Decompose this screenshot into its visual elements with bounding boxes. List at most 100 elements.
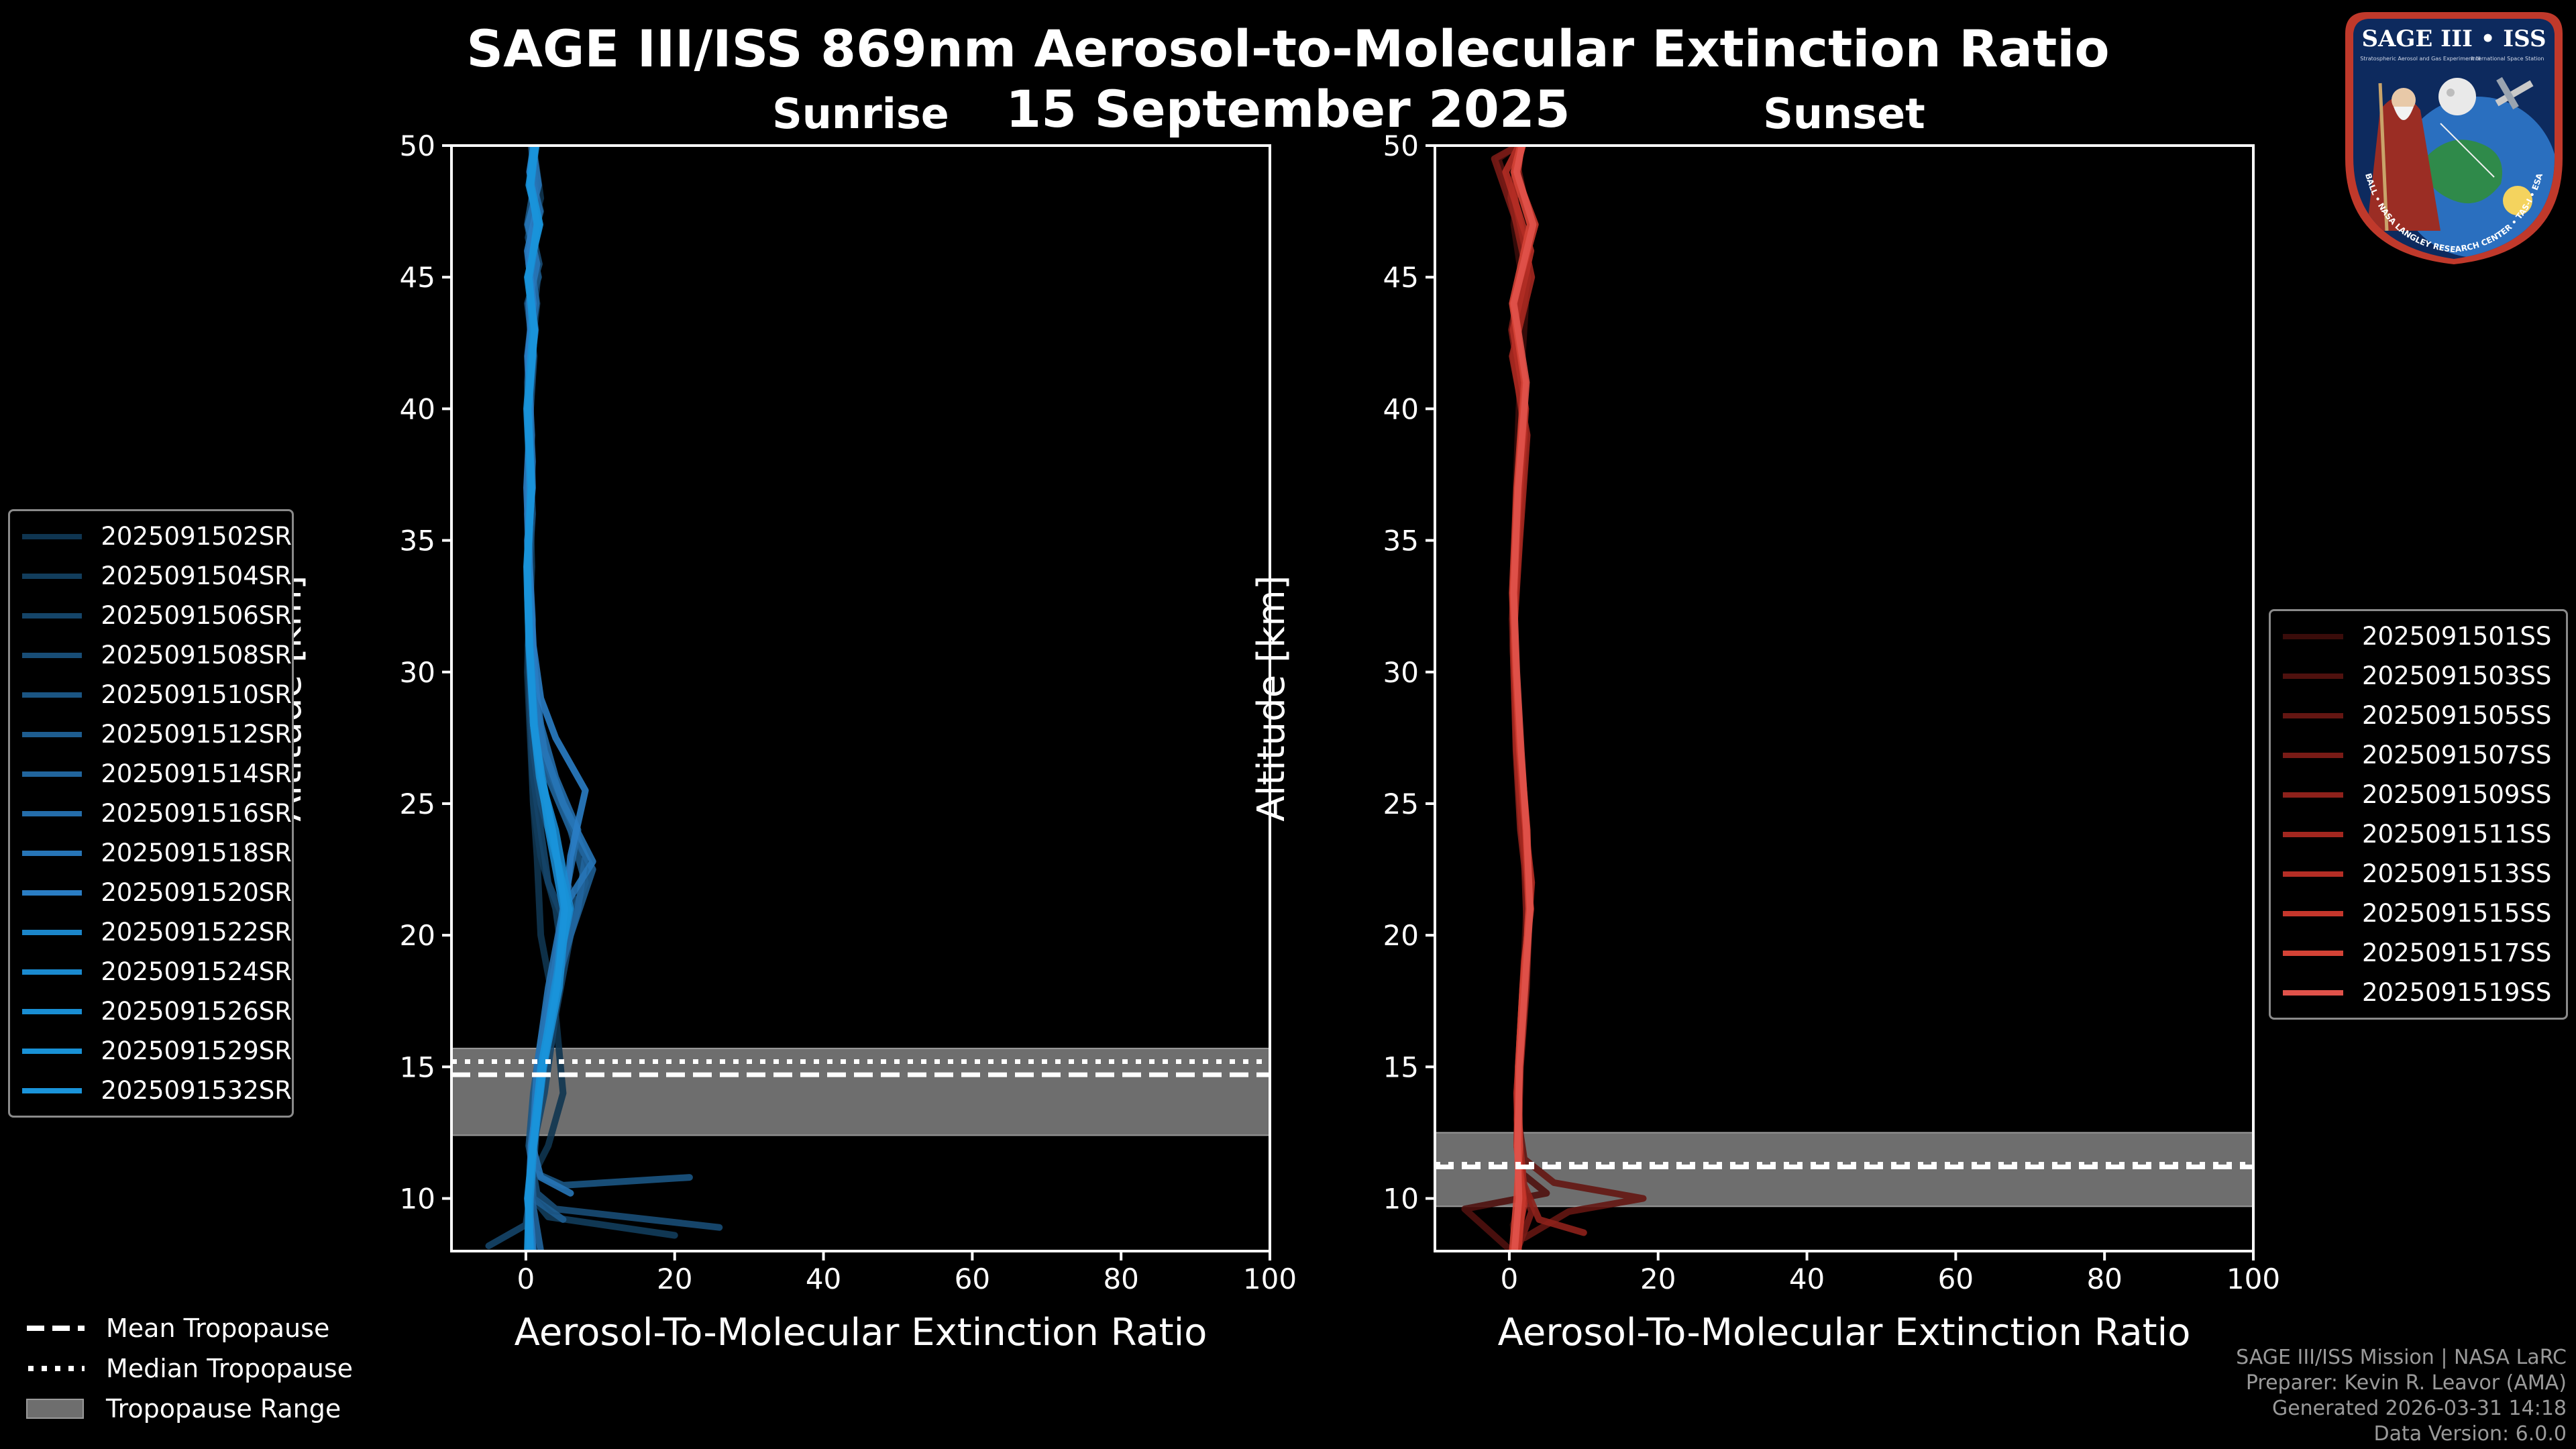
legend-label: 2025091519SS: [2362, 978, 2552, 1007]
legend-item: 2025091512SR: [10, 714, 292, 754]
legend-label: 2025091505SS: [2362, 701, 2552, 730]
sunrise-ytick-label: 20: [400, 919, 435, 952]
trop-legend-range: Tropopause Range: [20, 1389, 353, 1429]
legend-item: 2025091504SR: [10, 556, 292, 596]
tropopause-legend: Mean Tropopause Median Tropopause Tropop…: [20, 1308, 353, 1429]
legend-label: 2025091506SR: [101, 601, 292, 630]
sunset-ytick-label: 10: [1383, 1183, 1419, 1216]
credit-generated: Generated 2026-03-31 14:18: [2271, 1397, 2567, 1420]
legend-swatch: [2283, 673, 2343, 679]
sunset-ytick-label: 45: [1383, 261, 1419, 294]
legend-item: 2025091526SR: [10, 991, 292, 1031]
legend-item: 2025091522SR: [10, 912, 292, 952]
legend-swatch: [22, 652, 83, 658]
credits: SAGE III/ISS Mission | NASA LaRC Prepare…: [2236, 1345, 2567, 1447]
legend-swatch: [2283, 950, 2343, 956]
legend-swatch: [2283, 792, 2343, 798]
legend-label: 2025091507SS: [2362, 741, 2552, 769]
legend-item: 2025091505SS: [2271, 696, 2566, 735]
sunrise-legend: 2025091502SR 2025091504SR 2025091506SR 2025…: [8, 509, 294, 1118]
legend-label: 2025091524SR: [101, 957, 292, 986]
sage-iii-iss-logo: SAGE III • ISS Stratospheric Aerosol and…: [2345, 12, 2563, 264]
legend-label: 2025091509SS: [2362, 780, 2552, 809]
sunrise-ytick-label: 30: [400, 656, 435, 689]
legend-label: 2025091526SR: [101, 997, 292, 1026]
legend-item: 2025091516SR: [10, 794, 292, 833]
sunset-plot-frame: [1434, 144, 2255, 1252]
legend-swatch: [22, 731, 83, 737]
legend-item: 2025091511SS: [2271, 814, 2566, 854]
legend-swatch: [2283, 989, 2343, 996]
sunset-ytick-label: 25: [1383, 788, 1419, 820]
sunset-xlabel: Aerosol-To-Molecular Extinction Ratio: [1498, 1311, 2191, 1354]
sunset-profile-2025091503SS: [1461, 146, 1550, 1251]
legend-swatch: [22, 612, 83, 619]
legend-item: 2025091518SR: [10, 833, 292, 873]
sunrise-profiles: [485, 146, 723, 1251]
sunset-ylabel: Altitude [km]: [1250, 575, 1293, 821]
legend-item: 2025091501SS: [2271, 616, 2566, 656]
legend-swatch: [2283, 633, 2343, 639]
legend-swatch: [22, 1048, 83, 1054]
sunrise-xtick-label: 20: [657, 1263, 692, 1295]
legend-item: 2025091513SS: [2271, 854, 2566, 894]
legend-swatch: [22, 573, 83, 579]
legend-label: 2025091518SR: [101, 839, 292, 867]
legend-item: 2025091509SS: [2271, 775, 2566, 814]
range-patch-swatch: [26, 1399, 84, 1419]
chart-date: 15 September 2025: [1006, 79, 1570, 139]
sunset-profile-2025091519SS: [1510, 146, 1537, 1251]
legend-item: 2025091506SR: [10, 596, 292, 635]
sunrise-xlabel: Aerosol-To-Molecular Extinction Ratio: [515, 1311, 1208, 1354]
legend-label: 2025091503SS: [2362, 661, 2552, 690]
sunrise-panel: Sunrise 0 20 40 60 80 100 10 15 20 25 30 35 40 45 50 Aer…: [266, 89, 1297, 1354]
legend-swatch: [2283, 831, 2343, 837]
sunrise-ytick-label: 35: [400, 525, 435, 557]
legend-swatch: [22, 771, 83, 777]
sunset-subtitle: Sunset: [1763, 89, 1925, 138]
trop-legend-mean-label: Mean Tropopause: [106, 1313, 330, 1343]
legend-item: 2025091514SR: [10, 754, 292, 794]
legend-swatch: [2283, 871, 2343, 877]
credit-version: Data Version: 6.0.0: [2373, 1422, 2567, 1446]
legend-label: 2025091512SR: [101, 720, 292, 749]
dashed-line-swatch: [27, 1326, 85, 1331]
sunrise-plot-frame: [450, 144, 1271, 1252]
logo-subtitle-2: International Space Station: [2471, 56, 2544, 62]
legend-label: 2025091508SR: [101, 641, 292, 669]
legend-item: 2025091507SS: [2271, 735, 2566, 775]
sunset-xtick-label: 20: [1640, 1263, 1676, 1295]
legend-swatch: [22, 850, 83, 856]
sunset-profile-2025091505SS: [1509, 146, 1647, 1242]
sunrise-xtick-label: 0: [517, 1263, 535, 1295]
sunset-ytick-label: 15: [1383, 1051, 1419, 1083]
legend-item: 2025091517SS: [2271, 933, 2566, 973]
legend-label: 2025091515SS: [2362, 899, 2552, 928]
legend-swatch: [22, 890, 83, 896]
legend-item: 2025091502SR: [10, 517, 292, 556]
sunrise-subtitle: Sunrise: [772, 89, 949, 138]
legend-item: 2025091519SS: [2271, 973, 2566, 1012]
sunset-legend: 2025091501SS 2025091503SS 2025091505SS 2025…: [2269, 609, 2568, 1020]
legend-swatch: [22, 692, 83, 698]
legend-item: 2025091508SR: [10, 635, 292, 675]
sunrise-profile-2025091532SR: [524, 146, 568, 1251]
sunset-profiles: [1461, 146, 1647, 1251]
legend-swatch: [22, 810, 83, 816]
legend-swatch: [2283, 910, 2343, 916]
sunset-tropopause-range: [1434, 1132, 2254, 1208]
sunrise-xtick-label: 100: [1243, 1263, 1297, 1295]
legend-label: 2025091502SR: [101, 522, 292, 551]
legend-swatch: [22, 929, 83, 935]
legend-label: 2025091504SR: [101, 561, 292, 590]
legend-swatch: [22, 1087, 83, 1093]
sunrise-ytick-label: 40: [400, 392, 435, 425]
legend-label: 2025091514SR: [101, 759, 292, 788]
sunrise-ytick-label: 45: [400, 261, 435, 294]
legend-swatch: [2283, 712, 2343, 718]
trop-legend-mean: Mean Tropopause: [20, 1308, 353, 1348]
legend-item: 2025091503SS: [2271, 656, 2566, 696]
legend-swatch: [22, 969, 83, 975]
dotted-line-swatch: [28, 1366, 85, 1371]
